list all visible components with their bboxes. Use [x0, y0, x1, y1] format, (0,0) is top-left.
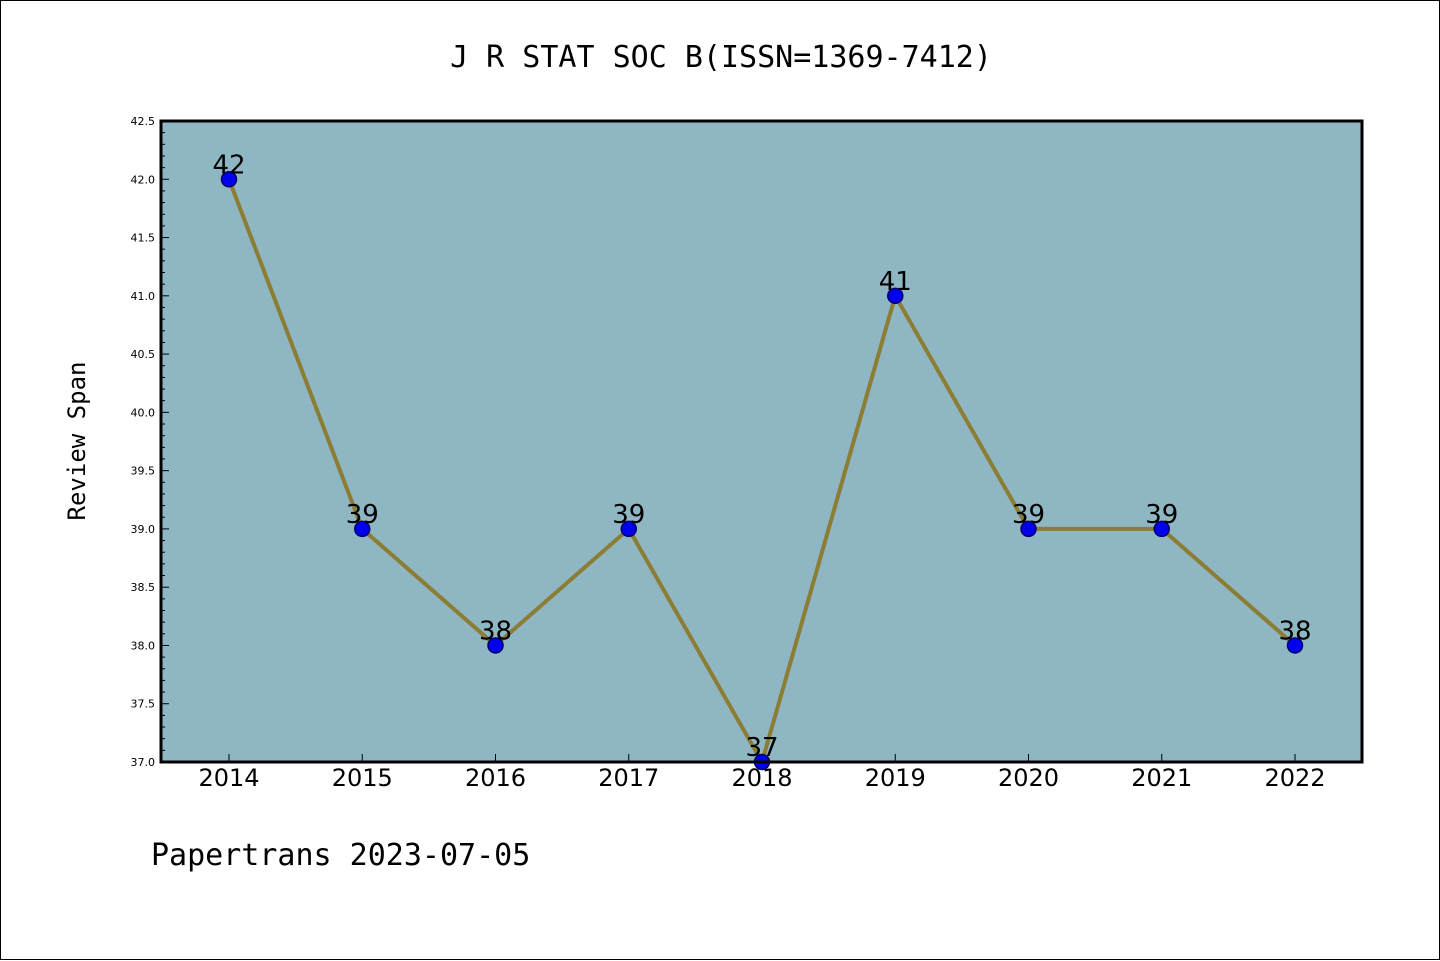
x-tick-label: 2015: [332, 764, 393, 792]
data-label: 42: [212, 150, 245, 180]
y-tick-label: 38.5: [131, 581, 156, 594]
y-axis-label: Review Span: [63, 362, 91, 521]
footer-text: Papertrans 2023-07-05: [151, 838, 530, 873]
data-label: 39: [612, 500, 645, 530]
data-label: 38: [479, 616, 512, 646]
plot-frame: [159, 119, 1364, 764]
data-point: [1286, 637, 1304, 654]
y-tick-label: 42.0: [131, 173, 156, 186]
data-point: [220, 171, 238, 188]
y-tick-label: 39.0: [131, 523, 156, 536]
data-label: 39: [1012, 500, 1045, 530]
y-tick-label: 37.0: [131, 756, 156, 769]
y-tick-label: 42.5: [131, 115, 156, 128]
x-tick-label: 2019: [865, 764, 926, 792]
x-tick-label: 2017: [598, 764, 659, 792]
data-label: 39: [1145, 500, 1178, 530]
chart-title: J R STAT SOC B(ISSN=1369-7412): [450, 40, 992, 75]
y-tick-label: 39.5: [131, 465, 156, 478]
plot-area: [161, 121, 1362, 762]
data-point: [487, 637, 504, 654]
y-tick-label: 40.0: [131, 406, 156, 419]
data-label: 41: [879, 267, 912, 297]
x-tick-label: 2021: [1131, 764, 1192, 792]
y-tick-label: 41.0: [131, 290, 156, 303]
y-tick-label: 40.5: [131, 348, 156, 361]
data-point: [620, 520, 637, 538]
y-tick-label: 38.0: [131, 639, 156, 652]
data-point: [1153, 520, 1170, 538]
x-axis: 2014 2015 2016 2017 2018 2019 2020 2021 2022: [198, 754, 1326, 792]
y-tick-label: 41.5: [131, 232, 156, 245]
y-tick-label: 37.5: [131, 698, 156, 711]
data-point: [354, 520, 371, 538]
data-label: 38: [1278, 616, 1311, 646]
x-tick-label: 2022: [1264, 764, 1325, 792]
x-tick-label: 2014: [198, 764, 259, 792]
x-tick-label: 2020: [998, 764, 1059, 792]
data-label: 37: [745, 733, 778, 763]
data-point: [887, 287, 904, 305]
x-tick-label: 2016: [465, 764, 526, 792]
data-point: [1020, 520, 1037, 538]
data-label: 39: [346, 500, 379, 530]
